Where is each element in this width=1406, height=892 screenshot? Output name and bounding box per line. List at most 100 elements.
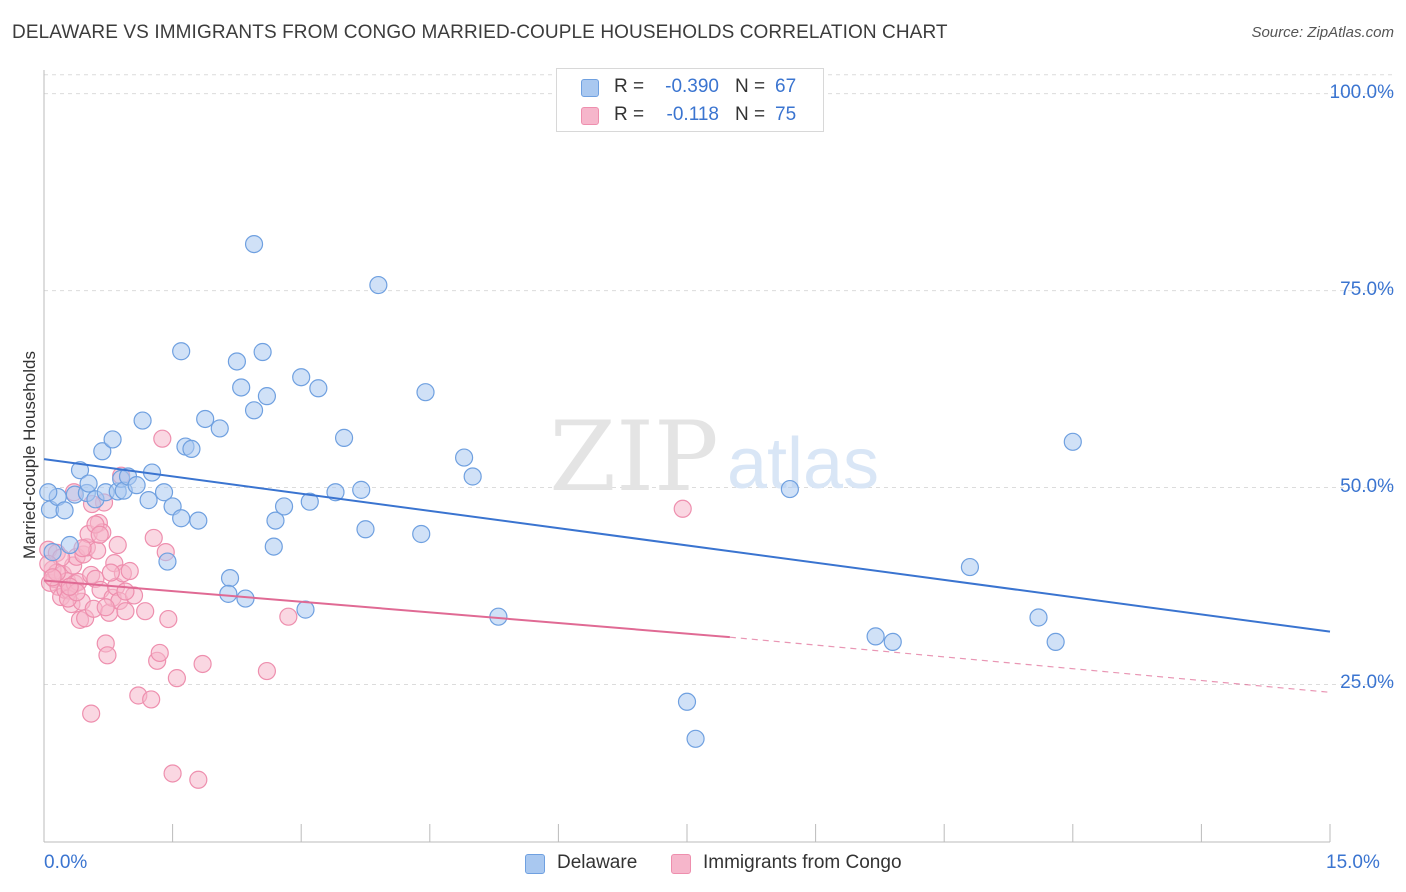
- delaware-point: [139, 491, 158, 510]
- delaware-point: [253, 342, 272, 362]
- series-delaware: [39, 234, 1082, 748]
- congo-point: [90, 525, 109, 544]
- y-tick-label: 75.0%: [1340, 278, 1394, 300]
- delaware-point: [266, 511, 285, 530]
- y-tick-label: 50.0%: [1340, 475, 1394, 497]
- congo-point: [96, 598, 115, 617]
- delaware-swatch: [581, 79, 599, 97]
- r-value: -0.390: [665, 76, 719, 97]
- congo-swatch: [581, 107, 599, 125]
- congo-trend-line-extrapolated: [729, 636, 1331, 693]
- congo-point: [193, 654, 212, 674]
- congo-point: [136, 602, 155, 621]
- congo-point: [189, 770, 208, 789]
- congo-point: [60, 577, 79, 596]
- delaware-point: [677, 692, 697, 711]
- delaware-point: [463, 467, 482, 486]
- legend-swatch-congo: [671, 854, 691, 874]
- watermark: ZIP atlas: [549, 401, 879, 513]
- y-tick-label: 25.0%: [1340, 672, 1394, 694]
- congo-point: [116, 582, 135, 601]
- congo-point: [279, 607, 298, 626]
- n-label: N =: [735, 76, 766, 97]
- delaware-point: [1046, 632, 1065, 652]
- stats-box: R = -0.390 N = 67 R = -0.118 N = 75: [556, 68, 824, 132]
- delaware-point: [960, 557, 980, 577]
- delaware-point: [60, 535, 79, 555]
- delaware-point: [292, 368, 311, 387]
- r-label: R =: [614, 76, 645, 97]
- congo-point: [116, 602, 135, 621]
- congo-point: [144, 528, 163, 548]
- y-tick-label: 100.0%: [1329, 81, 1394, 103]
- x-tick-min: 0.0%: [44, 852, 88, 873]
- congo-point: [98, 646, 117, 665]
- n-value: 67: [775, 76, 797, 97]
- delaware-point: [369, 275, 388, 295]
- r-value: -0.118: [666, 104, 719, 125]
- delaware-point: [416, 383, 435, 402]
- delaware-point: [274, 497, 294, 516]
- chart-title: DELAWARE VS IMMIGRANTS FROM CONGO MARRIE…: [12, 22, 948, 43]
- congo-point: [142, 690, 161, 709]
- delaware-point: [334, 428, 354, 447]
- axes: [43, 70, 1331, 843]
- delaware-point: [43, 543, 62, 562]
- delaware-point: [296, 600, 315, 619]
- n-value: 75: [775, 104, 797, 125]
- delaware-point: [210, 419, 229, 438]
- congo-point: [108, 535, 127, 555]
- congo-point: [167, 669, 186, 688]
- delaware-point: [103, 430, 122, 449]
- congo-point: [257, 661, 277, 681]
- delaware-point: [93, 442, 112, 461]
- x-tick-max: 15.0%: [1326, 852, 1380, 873]
- delaware-point: [220, 569, 240, 588]
- congo-point: [101, 563, 120, 582]
- delaware-point: [1029, 608, 1048, 627]
- delaware-trend-line: [43, 458, 1331, 633]
- delaware-point: [55, 501, 74, 520]
- congo-point: [163, 764, 182, 783]
- congo-point: [43, 568, 62, 587]
- source-label: Source: ZipAtlas.com: [1251, 24, 1394, 41]
- delaware-point: [866, 627, 885, 646]
- congo-point: [150, 643, 169, 663]
- delaware-point: [182, 439, 201, 459]
- delaware-point: [232, 378, 251, 397]
- trend-lines: [43, 458, 1331, 693]
- delaware-point: [300, 492, 319, 511]
- delaware-point: [172, 509, 191, 528]
- legend: Delaware Immigrants from Congo: [0, 852, 1406, 878]
- delaware-point: [227, 352, 246, 371]
- delaware-point: [39, 483, 58, 502]
- delaware-point: [326, 483, 345, 502]
- delaware-point: [219, 584, 238, 603]
- delaware-point: [244, 234, 264, 254]
- delaware-point: [883, 632, 902, 652]
- watermark-zip: ZIP: [549, 401, 718, 513]
- delaware-point: [257, 387, 277, 406]
- delaware-point: [189, 511, 208, 530]
- r-label: R =: [614, 104, 645, 125]
- delaware-point: [244, 401, 264, 420]
- delaware-point: [686, 729, 705, 748]
- delaware-point: [356, 520, 375, 539]
- delaware-point: [79, 474, 98, 493]
- legend-label-congo: Immigrants from Congo: [703, 852, 902, 873]
- congo-trend-line: [43, 579, 730, 639]
- delaware-point: [454, 448, 474, 467]
- delaware-point: [172, 342, 191, 361]
- delaware-point: [309, 379, 328, 398]
- delaware-point: [780, 479, 799, 499]
- delaware-point: [70, 461, 90, 480]
- congo-point: [153, 429, 172, 448]
- delaware-point: [264, 537, 283, 556]
- legend-label-delaware: Delaware: [557, 852, 638, 873]
- delaware-point: [133, 411, 152, 430]
- n-label: N =: [735, 104, 766, 125]
- delaware-point: [352, 480, 371, 499]
- legend-swatch-delaware: [525, 854, 545, 874]
- congo-point: [120, 561, 139, 581]
